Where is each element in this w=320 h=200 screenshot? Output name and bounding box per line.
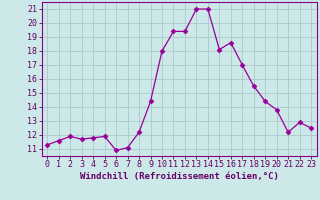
X-axis label: Windchill (Refroidissement éolien,°C): Windchill (Refroidissement éolien,°C) bbox=[80, 172, 279, 181]
